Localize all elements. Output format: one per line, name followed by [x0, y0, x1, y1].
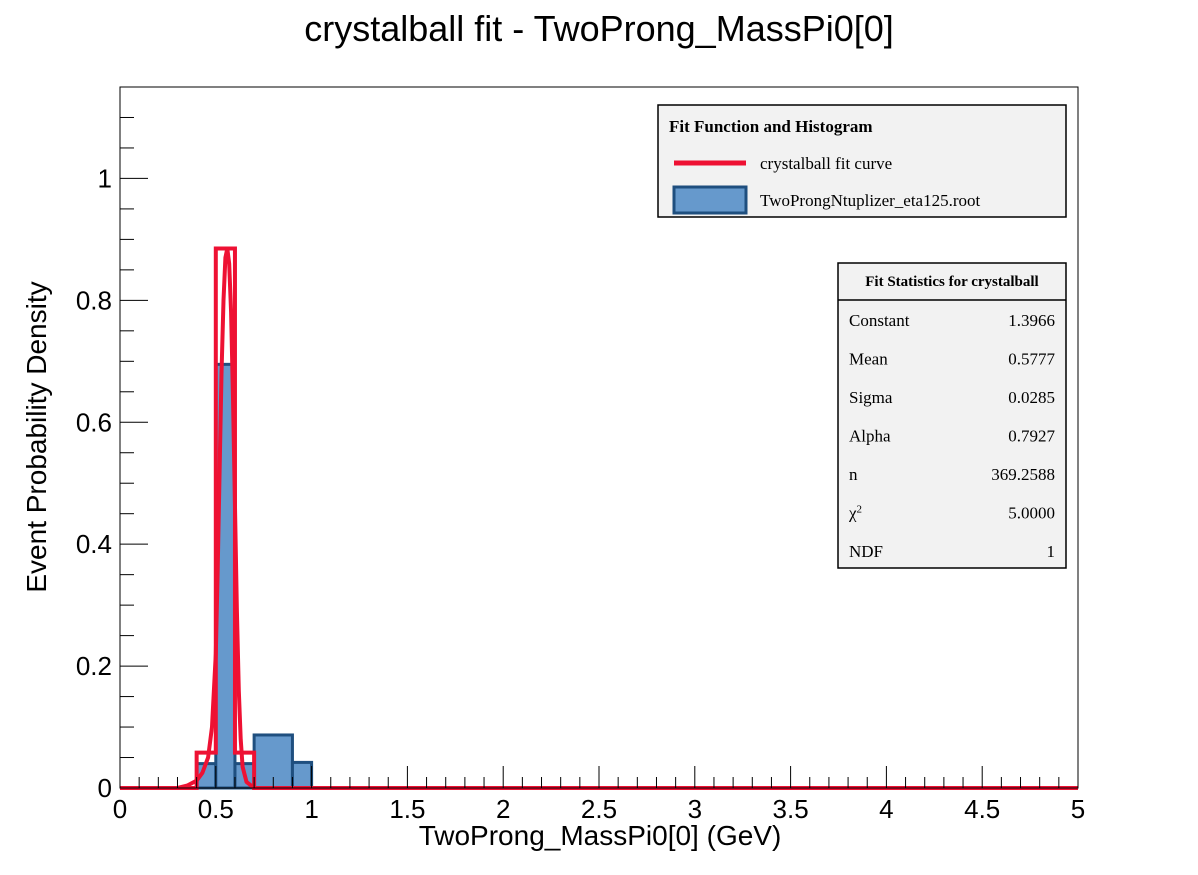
- x-tick-label: 3.5: [773, 794, 809, 824]
- y-tick-label: 0.4: [76, 529, 112, 559]
- fit-smooth-curve: [120, 246, 1078, 790]
- x-tick-label: 1.5: [389, 794, 425, 824]
- stats-box-frame: [837, 262, 1067, 569]
- stats-title: Fit Statistics for crystalball: [865, 274, 1038, 290]
- y-tick-label: 0.2: [76, 651, 112, 681]
- chart-title: crystalball fit - TwoProng_MassPi0[0]: [304, 8, 894, 49]
- x-tick-label: 0: [113, 794, 127, 824]
- stats-box: Fit Statistics for crystalball Constant 1.…: [837, 262, 1067, 569]
- stats-label: Sigma: [849, 388, 893, 407]
- stats-label-superscript: 2: [857, 504, 863, 516]
- stats-value: 0.5777: [1008, 350, 1055, 369]
- axis-ticks: [119, 86, 1079, 789]
- y-tick-label: 0: [98, 773, 112, 803]
- stats-value: 5.0000: [1008, 504, 1055, 523]
- x-tick-label: 2.5: [581, 794, 617, 824]
- legend-title: Fit Function and Histogram: [669, 117, 873, 136]
- axes: 0 0.5 1 1.5 2 2.5 3 3.5 4 4.5 5 0 0.2 0.4 0.6 0.8 1 TwoPr…: [21, 163, 1085, 851]
- stats-value: 1: [1047, 542, 1056, 561]
- y-tick-label: 0.8: [76, 285, 112, 315]
- y-axis-label: Event Probability Density: [21, 281, 52, 592]
- legend-fill-swatch: [672, 185, 748, 215]
- x-tick-label: 4: [879, 794, 893, 824]
- y-tick-label: 0.6: [76, 407, 112, 437]
- stats-label: NDF: [849, 542, 883, 561]
- stats-label: Alpha: [849, 427, 891, 446]
- histogram-bar: [290, 760, 314, 790]
- stats-value: 1.3966: [1008, 311, 1055, 330]
- stats-label: Constant: [849, 311, 910, 330]
- stats-value: 369.2588: [991, 465, 1055, 484]
- stats-label: n: [849, 465, 858, 484]
- fit-curve: [120, 246, 1078, 790]
- stats-label: Mean: [849, 350, 888, 369]
- x-tick-label: 5: [1071, 794, 1085, 824]
- legend-entry-label: TwoProngNtuplizer_eta125.root: [760, 191, 981, 210]
- x-tick-label: 3: [688, 794, 702, 824]
- y-tick-label: 1: [98, 163, 112, 193]
- legend: Fit Function and Histogram crystalball fi…: [657, 104, 1067, 218]
- x-tick-label: 2: [496, 794, 510, 824]
- stats-value: 0.7927: [1008, 427, 1055, 446]
- stats-value: 0.0285: [1008, 388, 1055, 407]
- x-tick-label: 0.5: [198, 794, 234, 824]
- x-tick-label: 1: [304, 794, 318, 824]
- legend-entry-label: crystalball fit curve: [760, 154, 892, 173]
- x-tick-label: 4.5: [964, 794, 1000, 824]
- x-axis-label: TwoProng_MassPi0[0] (GeV): [419, 820, 782, 851]
